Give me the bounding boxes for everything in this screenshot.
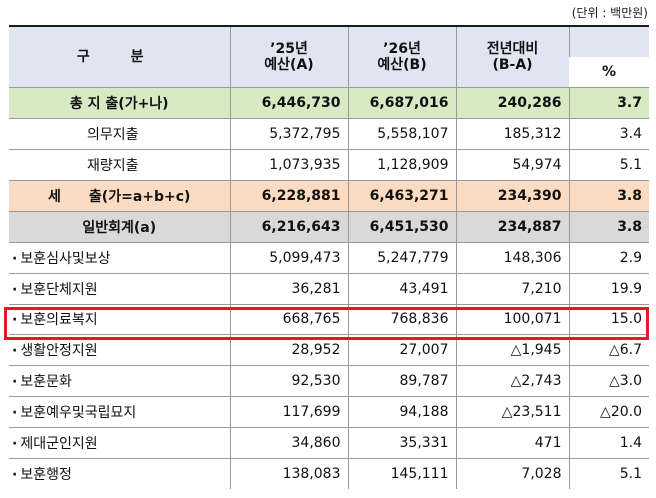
cell-budget-26: 35,331 xyxy=(347,427,456,459)
cell-budget-26: 94,188 xyxy=(347,396,456,429)
row-label: 의무지출 xyxy=(9,118,230,151)
cell-pct: 1.4 xyxy=(568,427,649,459)
header-pct: % xyxy=(569,56,649,89)
row-general-account: 일반회계(a) 6,216,643 6,451,530 234,887 3.8 xyxy=(9,211,649,243)
cell-budget-26: 89,787 xyxy=(347,365,456,398)
table-row: 보훈문화 92,530 89,787 △2,743 △3.0 xyxy=(9,365,649,398)
row-label: 제대군인지원 xyxy=(9,427,230,459)
cell-diff: △2,743 xyxy=(455,365,569,398)
cell-pct: 19.9 xyxy=(568,273,649,305)
cell-budget-25: 1,073,935 xyxy=(229,149,348,181)
cell-budget-26: 43,491 xyxy=(347,273,456,305)
cell-pct: 3.8 xyxy=(568,211,649,243)
cell-budget-25: 117,699 xyxy=(229,396,348,429)
row-expenditure: 세 출(가=a+b+c) 6,228,881 6,463,271 234,390… xyxy=(9,180,649,212)
cell-budget-25: 138,083 xyxy=(229,458,348,490)
cell-budget-26: 5,247,779 xyxy=(347,242,456,274)
row-label: 생활안정지원 xyxy=(9,334,230,367)
cell-budget-26: 768,836 xyxy=(347,304,456,336)
header-budget-26-year: ’26년 xyxy=(383,41,421,58)
header-row-2: % xyxy=(9,56,649,89)
row-label: 보훈의료복지 xyxy=(9,304,230,336)
cell-diff: 471 xyxy=(455,427,569,459)
header-budget-25-label: 예산(A) xyxy=(264,57,314,74)
table-row: 보훈단체지원 36,281 43,491 7,210 19.9 xyxy=(9,273,649,305)
header-budget-26: ’26년 예산(B) xyxy=(347,25,456,89)
cell-budget-26: 5,558,107 xyxy=(347,118,456,151)
cell-diff: 7,210 xyxy=(455,273,569,305)
cell-diff: △1,945 xyxy=(455,334,569,367)
table-row: 제대군인지원 34,860 35,331 471 1.4 xyxy=(9,427,649,459)
cell-diff: 148,306 xyxy=(455,242,569,274)
header-row: 구 분 ’25년 예산(A) ’26년 예산(B) 전년대비 (B-A) xyxy=(9,25,649,89)
cell-diff: 100,071 xyxy=(455,304,569,336)
cell-budget-26: 145,111 xyxy=(347,458,456,490)
header-category: 구 분 xyxy=(9,25,230,89)
cell-budget-25: 5,099,473 xyxy=(229,242,348,274)
cell-diff: 7,028 xyxy=(455,458,569,490)
table-row: 보훈예우및국립묘지 117,699 94,188 △23,511 △20.0 xyxy=(9,396,649,429)
cell-budget-25: 6,216,643 xyxy=(229,211,348,243)
cell-budget-26: 1,128,909 xyxy=(347,149,456,181)
cell-pct: △6.7 xyxy=(568,334,649,367)
cell-budget-25: 34,860 xyxy=(229,427,348,459)
cell-diff: 240,286 xyxy=(455,87,569,120)
header-budget-25-year: ’25년 xyxy=(270,41,308,58)
cell-budget-25: 5,372,795 xyxy=(229,118,348,151)
header-budget-25: ’25년 예산(A) xyxy=(229,25,348,89)
cell-pct: 15.0 xyxy=(568,304,649,336)
table-row: 보훈행정 138,083 145,111 7,028 5.1 xyxy=(9,458,649,490)
row-label: 재량지출 xyxy=(9,149,230,181)
cell-pct: 3.8 xyxy=(568,180,649,212)
header-pct-top xyxy=(568,25,649,57)
cell-budget-26: 27,007 xyxy=(347,334,456,367)
cell-budget-26: 6,687,016 xyxy=(347,87,456,120)
table-row: 생활안정지원 28,952 27,007 △1,945 △6.7 xyxy=(9,334,649,367)
cell-pct: 3.4 xyxy=(568,118,649,151)
row-label: 보훈심사및보상 xyxy=(9,242,230,274)
row-label: 보훈행정 xyxy=(9,458,230,489)
cell-budget-25: 668,765 xyxy=(229,304,348,336)
row-label: 보훈예우및국립묘지 xyxy=(9,396,230,429)
row-mandatory: 의무지출 5,372,795 5,558,107 185,312 3.4 xyxy=(9,118,649,151)
cell-budget-25: 28,952 xyxy=(229,334,348,367)
cell-diff: 234,887 xyxy=(455,211,569,243)
cell-diff: 54,974 xyxy=(455,149,569,181)
table-row-highlighted: 보훈의료복지 668,765 768,836 100,071 15.0 xyxy=(9,304,649,336)
header-budget-26-label: 예산(B) xyxy=(377,57,427,74)
cell-pct: △20.0 xyxy=(568,396,649,429)
row-total: 총 지 출(가+나) 6,446,730 6,687,016 240,286 3… xyxy=(9,87,649,120)
cell-diff: 185,312 xyxy=(455,118,569,151)
cell-budget-25: 6,228,881 xyxy=(229,180,348,212)
table-row: 보훈심사및보상 5,099,473 5,247,779 148,306 2.9 xyxy=(9,242,649,274)
unit-note: (단위 : 백만원) xyxy=(571,6,648,20)
cell-pct: 5.1 xyxy=(568,458,649,490)
row-label: 보훈단체지원 xyxy=(9,273,230,305)
header-yoy-formula: (B-A) xyxy=(492,57,533,74)
cell-pct: 5.1 xyxy=(568,149,649,181)
cell-budget-26: 6,451,530 xyxy=(347,211,456,243)
cell-pct: △3.0 xyxy=(568,365,649,398)
header-yoy: 전년대비 (B-A) xyxy=(455,25,569,89)
cell-budget-25: 92,530 xyxy=(229,365,348,398)
cell-pct: 2.9 xyxy=(568,242,649,274)
cell-pct: 3.7 xyxy=(568,87,649,120)
row-label: 총 지 출(가+나) xyxy=(9,87,230,120)
row-label: 일반회계(a) xyxy=(9,211,230,243)
row-label: 세 출(가=a+b+c) xyxy=(9,180,230,212)
row-label: 보훈문화 xyxy=(9,365,230,398)
cell-budget-25: 6,446,730 xyxy=(229,87,348,120)
cell-budget-25: 36,281 xyxy=(229,273,348,305)
row-discretionary: 재량지출 1,073,935 1,128,909 54,974 5.1 xyxy=(9,149,649,181)
cell-diff: 234,390 xyxy=(455,180,569,212)
budget-table: 구 분 ’25년 예산(A) ’26년 예산(B) 전년대비 (B-A) % 총 지 … xyxy=(9,25,649,490)
header-yoy-label: 전년대비 xyxy=(486,41,539,58)
cell-budget-26: 6,463,271 xyxy=(347,180,456,212)
cell-diff: △23,511 xyxy=(455,396,569,429)
